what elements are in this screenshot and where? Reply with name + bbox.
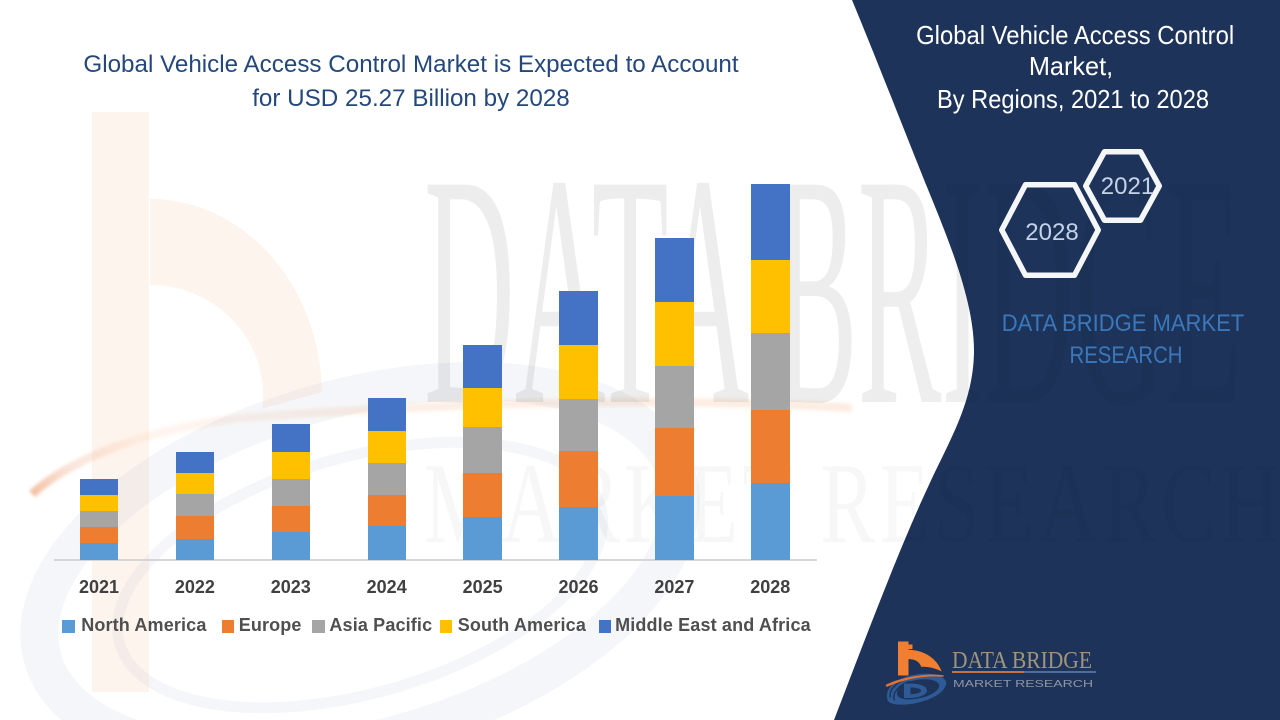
svg-text:MARKET RESEARCH: MARKET RESEARCH bbox=[953, 678, 1093, 690]
svg-text:DATA BRIDGE: DATA BRIDGE bbox=[424, 106, 1242, 474]
svg-text:DATA BRIDGE: DATA BRIDGE bbox=[952, 648, 1092, 674]
